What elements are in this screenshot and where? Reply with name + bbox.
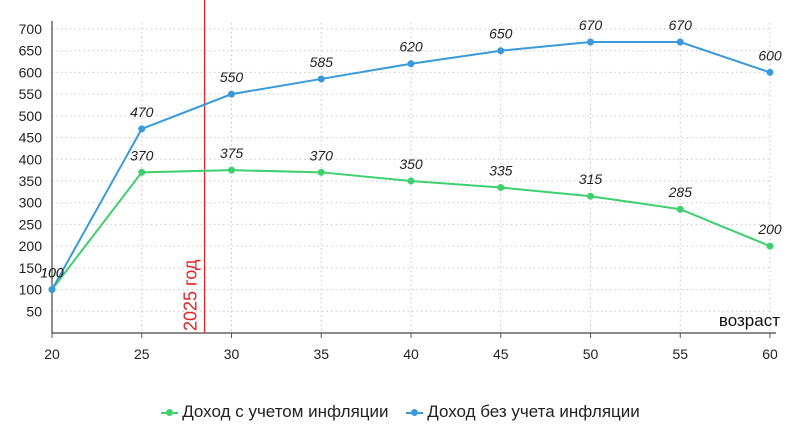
y-tick-labels: 50 100 150 200 250 300 350 400 450 500 550 600 650 70… — [19, 21, 43, 319]
x-tick-label: 45 — [493, 346, 509, 362]
data-label: 470 — [130, 104, 154, 120]
y-tick-label: 550 — [19, 86, 43, 102]
x-tick-label: 50 — [583, 346, 599, 362]
y-tick-label: 400 — [19, 151, 43, 167]
legend-item-no-inflation[interactable]: Доход без учета инфляции — [405, 402, 640, 422]
x-tick-label: 40 — [403, 346, 419, 362]
data-point — [587, 192, 594, 200]
data-label: 600 — [758, 47, 782, 63]
data-label: 670 — [669, 17, 693, 33]
data-point — [587, 38, 594, 46]
data-label: 585 — [310, 54, 334, 70]
data-point — [138, 125, 146, 133]
x-tick-labels: 20 25 30 35 40 45 50 55 60 — [44, 346, 778, 362]
data-point — [676, 38, 684, 46]
x-tick-label: 20 — [44, 346, 60, 362]
y-tick-label: 350 — [19, 173, 43, 189]
data-point — [497, 184, 505, 192]
y-tick-label: 200 — [19, 238, 43, 254]
data-label: 370 — [310, 147, 334, 163]
x-tick-label: 30 — [224, 346, 240, 362]
data-point — [407, 60, 415, 68]
data-label: 100 — [40, 265, 64, 281]
data-point — [228, 90, 235, 98]
x-axis-title: возраст — [719, 311, 780, 330]
data-label: 370 — [130, 147, 154, 163]
y-tick-label: 250 — [19, 216, 43, 232]
data-point — [766, 68, 774, 76]
data-label: 200 — [757, 221, 782, 237]
data-label: 350 — [399, 156, 423, 172]
data-point — [497, 47, 505, 55]
data-point — [676, 205, 684, 213]
data-point — [48, 286, 56, 294]
series-no-inflation: 100 470 550 585 620 650 670 670 600 — [40, 17, 782, 294]
y-tick-label: 150 — [19, 260, 43, 276]
x-tick-label: 35 — [313, 346, 329, 362]
y-tick-label: 100 — [19, 282, 43, 298]
y-tick-label: 650 — [19, 43, 43, 59]
legend-label: Доход без учета инфляции — [427, 402, 640, 421]
data-label: 335 — [489, 163, 513, 179]
line-chart: 5010015020025030035040045050055060065070… — [19, 0, 782, 362]
data-label: 375 — [220, 145, 244, 161]
annotation-2025: 2025 год — [181, 0, 206, 333]
legend-item-inflation[interactable]: Доход с учетом инфляции — [160, 402, 389, 422]
data-label: 650 — [489, 26, 513, 42]
data-point — [766, 242, 774, 250]
data-label: 670 — [579, 17, 603, 33]
y-tick-label: 450 — [19, 130, 43, 146]
data-label: 285 — [668, 184, 693, 200]
series-inflation: 100 370 375 370 350 335 315 285 200 — [40, 145, 782, 294]
axes — [51, 21, 776, 338]
data-label: 620 — [399, 39, 423, 55]
legend: Доход с учетом инфляции Доход без учета … — [0, 402, 800, 422]
y-tick-label: 700 — [19, 21, 43, 37]
data-point — [228, 166, 235, 174]
data-point — [317, 75, 325, 83]
annotation-label: 2025 год — [181, 259, 201, 331]
legend-label: Доход с учетом инфляции — [182, 402, 389, 421]
x-tick-label: 55 — [672, 346, 688, 362]
legend-dot-green-icon — [160, 409, 178, 417]
x-tick-label: 25 — [134, 346, 150, 362]
data-point — [407, 177, 415, 185]
y-tick-label: 500 — [19, 108, 43, 124]
data-point — [317, 168, 325, 176]
data-label: 550 — [220, 69, 244, 85]
y-tick-label: 50 — [26, 303, 42, 319]
y-tick-label: 600 — [19, 64, 43, 80]
data-point — [138, 168, 146, 176]
legend-dot-blue-icon — [405, 409, 423, 417]
y-tick-label: 300 — [19, 195, 43, 211]
x-tick-label: 60 — [762, 346, 778, 362]
data-label: 315 — [579, 171, 603, 187]
data-label: 100 — [40, 265, 64, 281]
